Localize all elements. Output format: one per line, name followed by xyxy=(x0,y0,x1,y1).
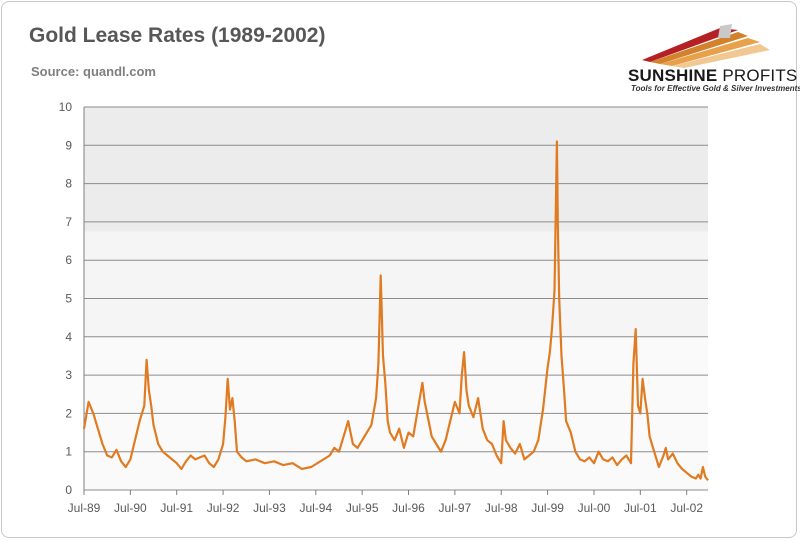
y-tick-label: 8 xyxy=(65,177,72,191)
x-tick-label: Jul-94 xyxy=(299,501,332,515)
sunshine-rays-icon xyxy=(642,24,770,68)
x-tick-label: Jul-93 xyxy=(253,501,286,515)
y-tick-label: 10 xyxy=(59,100,73,114)
y-tick-label: 4 xyxy=(65,330,72,344)
y-tick-label: 7 xyxy=(65,215,72,229)
logo-name-light: PROFITS xyxy=(722,66,798,85)
logo-name: SUNSHINE PROFITS xyxy=(628,66,797,86)
y-tick-label: 3 xyxy=(65,368,72,382)
y-tick-label: 6 xyxy=(65,253,72,267)
series-line-gold-lease-rate xyxy=(82,140,709,482)
x-tick-label: Jul-92 xyxy=(207,501,240,515)
x-axis-ticks: Jul-89 Jul-90 Jul-91 Jul-92 Jul-93 Jul-94 Jul-… xyxy=(68,490,703,515)
x-tick-label: Jul-89 xyxy=(68,501,101,515)
y-tick-label: 2 xyxy=(65,406,72,420)
plot-upper-band xyxy=(84,107,708,232)
logo-tagline: Tools for Effective Gold & Silver Invest… xyxy=(631,84,800,93)
x-tick-label: Jul-91 xyxy=(160,501,193,515)
x-tick-label: Jul-98 xyxy=(485,501,518,515)
x-tick-label: Jul-99 xyxy=(531,501,564,515)
plot-middle-band xyxy=(84,231,708,337)
series-layer xyxy=(82,140,709,482)
logo-name-bold: SUNSHINE xyxy=(628,66,718,85)
x-tick-label: Jul-00 xyxy=(578,501,611,515)
y-tick-label: 5 xyxy=(65,292,72,306)
x-tick-label: Jul-97 xyxy=(439,501,472,515)
y-tick-label: 1 xyxy=(65,445,72,459)
chart-title: Gold Lease Rates (1989-2002) xyxy=(29,24,326,47)
x-tick-label: Jul-02 xyxy=(670,501,703,515)
y-tick-label: 9 xyxy=(65,138,72,152)
x-tick-label: Jul-95 xyxy=(346,501,379,515)
x-tick-label: Jul-01 xyxy=(624,501,657,515)
chart-source: Source: quandl.com xyxy=(31,64,156,79)
x-tick-label: Jul-90 xyxy=(114,501,147,515)
y-tick-label: 0 xyxy=(65,483,72,497)
x-tick-label: Jul-96 xyxy=(392,501,425,515)
y-axis-ticks: 0 1 2 3 4 5 6 7 8 9 10 xyxy=(59,100,73,497)
